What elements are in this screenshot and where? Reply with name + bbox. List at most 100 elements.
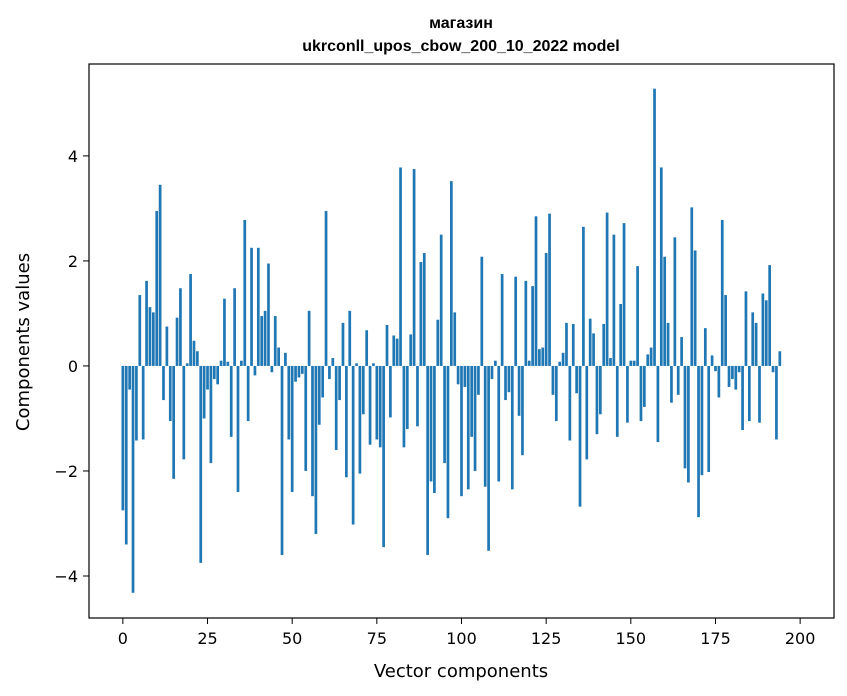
bar — [538, 349, 541, 366]
bar — [256, 247, 260, 366]
bar — [226, 361, 230, 366]
x-axis-label: Vector components — [374, 661, 548, 682]
bar — [568, 365, 572, 441]
bar — [382, 365, 385, 548]
bar — [307, 310, 311, 366]
bar — [582, 226, 585, 366]
bar — [504, 365, 507, 401]
bar — [737, 365, 741, 373]
bar — [409, 334, 413, 366]
bar — [345, 365, 348, 478]
bar — [649, 347, 653, 366]
bar — [131, 365, 135, 593]
x-tick-label: 200 — [785, 629, 816, 648]
bar — [196, 351, 199, 366]
bar — [521, 365, 524, 456]
bar — [710, 355, 714, 366]
bar — [588, 318, 592, 366]
bar — [348, 310, 352, 366]
bar — [229, 365, 233, 437]
bar — [328, 365, 331, 380]
bar — [595, 365, 599, 435]
bar — [290, 365, 294, 492]
bar — [277, 347, 280, 366]
bar — [168, 365, 172, 422]
bar — [727, 365, 731, 387]
bar — [351, 365, 355, 525]
bar — [578, 365, 582, 507]
bar — [233, 288, 236, 366]
bar — [385, 324, 389, 366]
bar — [561, 352, 565, 366]
bar — [707, 365, 711, 473]
bar — [124, 365, 128, 545]
bar — [619, 303, 623, 366]
bar — [172, 365, 176, 479]
x-tick-label: 75 — [367, 629, 387, 648]
bar — [639, 365, 643, 422]
bar — [554, 365, 558, 422]
bar — [673, 237, 677, 366]
bar — [300, 365, 304, 374]
bar — [744, 291, 748, 366]
bar — [240, 360, 243, 366]
y-axis-label: Components values — [13, 253, 34, 431]
bar — [175, 317, 179, 366]
bar — [402, 365, 406, 448]
y-tick-label: 2 — [68, 252, 78, 271]
bar — [355, 363, 358, 366]
bar — [592, 333, 595, 366]
bar — [429, 365, 433, 482]
bar — [273, 316, 277, 366]
bar — [544, 253, 548, 366]
bar — [741, 365, 744, 431]
x-tick-label: 175 — [700, 629, 731, 648]
bar — [375, 365, 379, 440]
bar — [148, 307, 152, 366]
bar — [395, 338, 399, 366]
bar — [470, 365, 474, 437]
bar — [761, 293, 765, 366]
bar — [439, 234, 443, 366]
bar — [697, 365, 700, 518]
bar — [687, 365, 690, 483]
bar — [378, 365, 382, 448]
bar — [199, 365, 203, 563]
bar — [453, 312, 457, 366]
bar — [480, 256, 484, 366]
bar — [629, 360, 633, 366]
bar — [747, 365, 751, 422]
bar — [209, 365, 213, 464]
bar — [426, 365, 429, 555]
bar — [602, 323, 606, 366]
bars — [121, 88, 782, 593]
bar — [473, 365, 477, 471]
bar — [412, 169, 416, 366]
bar — [615, 365, 619, 437]
bar — [253, 365, 257, 376]
bar — [764, 300, 768, 366]
bar — [548, 213, 551, 366]
bar — [771, 365, 775, 373]
bar — [446, 365, 450, 519]
bar — [189, 274, 192, 366]
bar — [626, 365, 629, 423]
bar — [311, 365, 314, 497]
bar — [636, 266, 639, 366]
bar — [182, 365, 186, 460]
bar — [693, 250, 697, 366]
x-tick-label: 100 — [446, 629, 477, 648]
bar — [646, 354, 650, 366]
bar — [179, 288, 182, 366]
bar — [717, 365, 721, 398]
bar — [778, 351, 782, 366]
bar — [609, 358, 612, 366]
bar — [460, 365, 463, 497]
bar — [656, 365, 660, 443]
bar — [219, 360, 223, 366]
bar — [514, 276, 518, 366]
bar — [314, 365, 318, 534]
bar — [768, 265, 772, 366]
bar — [443, 365, 446, 464]
bar — [202, 365, 206, 419]
